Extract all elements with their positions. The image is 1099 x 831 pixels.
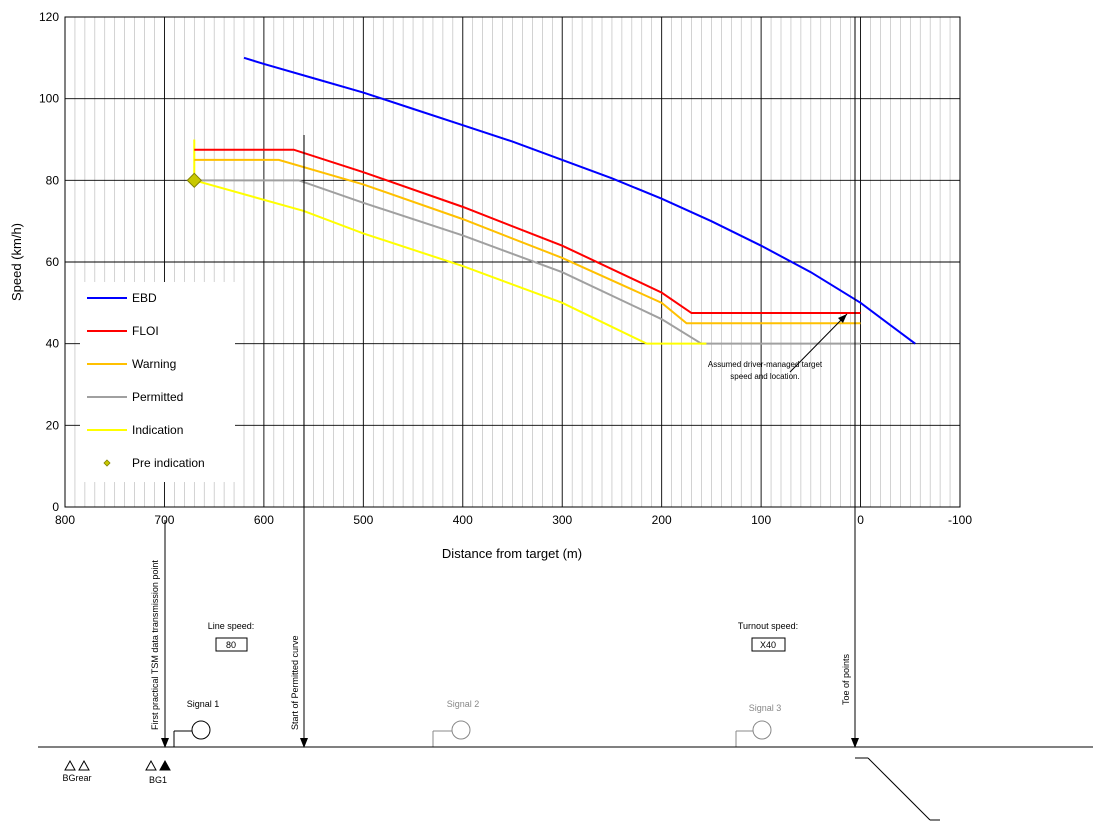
turnout-speed-box bbox=[751, 637, 786, 652]
annotation-text-line2: speed and location. bbox=[730, 372, 799, 381]
legend-label-pre-indication: Pre indication bbox=[132, 456, 205, 470]
legend-box bbox=[80, 282, 235, 482]
signal-2-head bbox=[451, 720, 471, 740]
legend-label-floi: FLOI bbox=[132, 324, 159, 338]
y-tick-labels: 0 20 40 60 80 100 120 bbox=[39, 10, 59, 514]
series-line-warning bbox=[194, 158, 861, 325]
balise-group-rear: BGrear bbox=[62, 759, 92, 783]
bg1-label: BG1 bbox=[149, 775, 167, 785]
tsm-label: First practical TSM data transmission po… bbox=[150, 560, 160, 730]
x-tick-label: 100 bbox=[751, 513, 771, 527]
speed-distance-chart: 800 700 600 500 400 300 200 100 0 -100 0204060801… bbox=[9, 10, 972, 561]
x-tick-label: 200 bbox=[652, 513, 672, 527]
x-tick-label: 400 bbox=[453, 513, 473, 527]
bgrear-label: BGrear bbox=[62, 773, 91, 783]
y-tick-label: 100 bbox=[39, 92, 59, 106]
series-line-floi bbox=[194, 148, 861, 315]
series-line-ebd bbox=[243, 56, 916, 345]
legend-label-permitted: Permitted bbox=[132, 390, 183, 404]
line-speed-label: Line speed: bbox=[208, 621, 255, 631]
turnout-speed-value: X40 bbox=[760, 640, 776, 650]
legend: EBD FLOI Warning Permitted Indication Pre ind… bbox=[80, 282, 235, 482]
x-tick-label: 500 bbox=[353, 513, 373, 527]
target-annotation: Assumed driver-managed target speed and … bbox=[708, 313, 848, 381]
legend-label-warning: Warning bbox=[132, 357, 176, 371]
toe-label: Toe of points bbox=[841, 653, 851, 705]
permitted-arrowhead bbox=[300, 738, 308, 748]
x-axis-title: Distance from target (m) bbox=[442, 546, 582, 561]
signal-1-head bbox=[191, 720, 211, 740]
balise-group-1: BG1 bbox=[145, 759, 171, 785]
signal-3: Signal 3 bbox=[735, 703, 782, 747]
signal-3-label: Signal 3 bbox=[749, 703, 782, 713]
permitted-label: Start of Permitted curve bbox=[290, 635, 300, 730]
x-tick-label: -100 bbox=[948, 513, 972, 527]
y-tick-label: 80 bbox=[46, 173, 60, 187]
signal-2-label: Signal 2 bbox=[447, 699, 480, 709]
legend-label-ebd: EBD bbox=[132, 291, 157, 305]
x-tick-label: 300 bbox=[552, 513, 572, 527]
signal-1-label: Signal 1 bbox=[187, 699, 220, 709]
series-line-permitted bbox=[194, 179, 861, 345]
y-axis-title: Speed (km/h) bbox=[9, 223, 24, 301]
x-tick-labels: 800 700 600 500 400 300 200 100 0 -100 bbox=[55, 513, 972, 527]
balise-bg1-filled-icon bbox=[159, 759, 171, 771]
y-tick-label: 40 bbox=[46, 337, 60, 351]
x-tick-label: 0 bbox=[857, 513, 864, 527]
line-speed-value: 80 bbox=[226, 640, 236, 650]
signal-3-head bbox=[752, 720, 772, 740]
track-diagram: First practical TSM data transmission po… bbox=[38, 17, 1093, 821]
tsm-arrowhead bbox=[161, 738, 169, 748]
x-tick-label: 600 bbox=[254, 513, 274, 527]
annotation-arrowhead bbox=[838, 314, 847, 323]
annotation-text-line1: Assumed driver-managed target bbox=[708, 360, 823, 369]
signal-2: Signal 2 bbox=[432, 699, 480, 747]
y-tick-label: 60 bbox=[46, 255, 60, 269]
toe-arrowhead bbox=[851, 738, 859, 748]
balise-rear-2-icon bbox=[78, 759, 90, 771]
series-layer bbox=[186, 56, 916, 345]
plot-frame bbox=[64, 16, 961, 508]
line-speed-box bbox=[215, 637, 248, 652]
pre-indication-point bbox=[186, 172, 202, 189]
signal-1: Signal 1 bbox=[173, 699, 220, 747]
y-tick-label: 120 bbox=[39, 10, 59, 24]
y-tick-label: 0 bbox=[52, 500, 59, 514]
balise-rear-1-icon bbox=[64, 759, 76, 771]
balise-bg1-open-icon bbox=[145, 759, 157, 771]
legend-label-indication: Indication bbox=[132, 423, 183, 437]
y-tick-label: 20 bbox=[46, 418, 60, 432]
turnout-speed-label: Turnout speed: bbox=[738, 621, 798, 631]
turnout-branch bbox=[867, 757, 931, 821]
legend-swatch-pre-indication bbox=[103, 459, 111, 467]
annotation-arrow-line bbox=[789, 313, 848, 373]
x-tick-label: 800 bbox=[55, 513, 75, 527]
